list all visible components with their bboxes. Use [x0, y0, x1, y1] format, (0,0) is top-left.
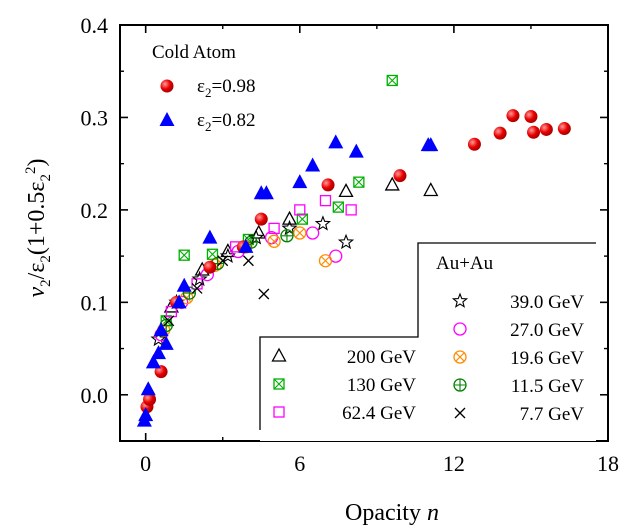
- y-tick-label: 0.2: [81, 198, 109, 223]
- data-point--2-0-98: [493, 126, 507, 140]
- data-point-7-7-gev: [242, 255, 254, 267]
- legend-auau-border: [259, 242, 596, 430]
- data-point--2-0-98: [557, 122, 571, 136]
- data-point--2-0-82: [145, 354, 161, 369]
- legend-auau-label: 11.5 GeV: [511, 376, 584, 397]
- legend-auau-label: 7.7 GeV: [520, 404, 585, 425]
- data-point--2-0-98: [254, 212, 268, 226]
- data-point-7-7-gev: [163, 315, 175, 327]
- data-point-130-gev: [353, 176, 365, 188]
- data-point--2-0-98: [506, 109, 520, 123]
- data-point--2-0-82: [140, 381, 156, 396]
- legend-cold-label: ε2=0.82: [197, 110, 255, 134]
- data-point-39-0-gev: [281, 219, 298, 236]
- data-point--2-0-82: [171, 294, 187, 309]
- data-point--2-0-82: [348, 143, 364, 158]
- data-point-62-4-gev: [294, 204, 306, 216]
- legend-auau-label: 200 GeV: [347, 347, 416, 368]
- legend-auau-marker: [453, 350, 467, 364]
- data-point--2-0-82: [176, 277, 192, 292]
- legend-auau-marker: [454, 407, 466, 419]
- svg-text:v2/ε2(1+0.5ε22): v2/ε2(1+0.5ε22): [23, 158, 54, 297]
- data-point-39-0-gev: [150, 330, 167, 347]
- data-point--2-0-98: [527, 125, 541, 139]
- data-point-200-gev: [281, 210, 298, 225]
- y-axis-label: v2/ε2(1+0.5ε22): [23, 158, 54, 297]
- data-point-11-5-gev: [280, 229, 294, 243]
- data-point-7-7-gev: [191, 283, 203, 294]
- data-point--2-0-82: [328, 134, 344, 149]
- legend-auau-marker: [273, 378, 285, 390]
- data-point--2-0-98: [524, 110, 538, 124]
- data-point-130-gev: [296, 213, 309, 225]
- data-point-130-gev: [386, 74, 398, 87]
- data-point--2-0-82: [423, 137, 439, 152]
- y-tick-label: 0.0: [81, 383, 109, 408]
- data-point-7-7-gev: [258, 288, 270, 300]
- data-point--2-0-82: [305, 157, 321, 172]
- data-point--2-0-98: [467, 137, 481, 151]
- data-point-200-gev: [384, 176, 400, 191]
- data-point-130-gev: [178, 249, 190, 261]
- data-point--2-0-82: [151, 345, 167, 360]
- legend-auau-label: 62.4 GeV: [342, 403, 416, 424]
- data-point--2-0-82: [238, 238, 254, 253]
- data-point-27-0-gev: [305, 226, 320, 240]
- data-point--2-0-82: [292, 174, 308, 189]
- data-point-200-gev: [423, 182, 439, 197]
- legend-auau-marker: [271, 347, 287, 362]
- x-tick-label: 6: [294, 451, 305, 476]
- legend-auau-label: 130 GeV: [347, 375, 416, 396]
- data-point-19-6-gev: [318, 254, 333, 268]
- legend-auau-marker: [453, 378, 467, 392]
- legend-auau-bg: [260, 243, 596, 441]
- y-tick-label: 0.3: [81, 105, 109, 130]
- data-point-62-4-gev: [319, 194, 332, 207]
- data-point-39-0-gev: [314, 215, 332, 231]
- y-tick-label: 0.1: [81, 290, 109, 315]
- data-point--2-0-82: [138, 407, 154, 422]
- data-point-200-gev: [338, 183, 354, 198]
- legend-auau-marker: [451, 292, 469, 308]
- x-tick-label: 12: [443, 451, 465, 476]
- x-tick-label: 18: [597, 451, 619, 476]
- x-tick-label: 0: [140, 451, 151, 476]
- data-point--2-0-98: [539, 122, 553, 136]
- data-point--2-0-98: [143, 392, 157, 406]
- legend-auau-label: 27.0 GeV: [510, 320, 584, 341]
- data-point--2-0-98: [321, 178, 335, 192]
- y-tick-label: 0.4: [81, 13, 109, 38]
- legend-cold-title: Cold Atom: [152, 42, 236, 63]
- data-point-62-4-gev: [165, 305, 178, 318]
- data-point-62-4-gev: [345, 204, 357, 216]
- legend-auau-label: 39.0 GeV: [510, 292, 584, 313]
- data-point-19-6-gev: [267, 234, 281, 248]
- legend-auau-title: Au+Au: [436, 253, 494, 274]
- legend-auau-label: 19.6 GeV: [510, 348, 584, 369]
- data-point--2-0-82: [258, 185, 274, 200]
- data-point-7-7-gev: [217, 255, 229, 267]
- data-point-62-4-gev: [268, 222, 280, 235]
- data-point--2-0-82: [158, 335, 174, 350]
- legend-cold-marker: [159, 112, 175, 126]
- data-point--2-0-82: [153, 322, 169, 337]
- legend-auau-marker: [273, 406, 285, 418]
- legend-cold-marker: [160, 79, 174, 93]
- data-point-200-gev: [251, 224, 267, 239]
- data-point--2-0-98: [393, 169, 407, 183]
- data-point-19-6-gev: [293, 226, 307, 240]
- data-point-39-0-gev: [191, 270, 208, 287]
- data-point-130-gev: [332, 201, 344, 213]
- legend-cold-label: ε2=0.98: [197, 76, 255, 100]
- data-point-39-0-gev: [337, 233, 355, 250]
- legend-auau-marker: [453, 322, 467, 336]
- data-point--2-0-82: [202, 229, 218, 244]
- data-point--2-0-98: [203, 260, 217, 274]
- x-axis-label: Opacity n: [345, 500, 439, 526]
